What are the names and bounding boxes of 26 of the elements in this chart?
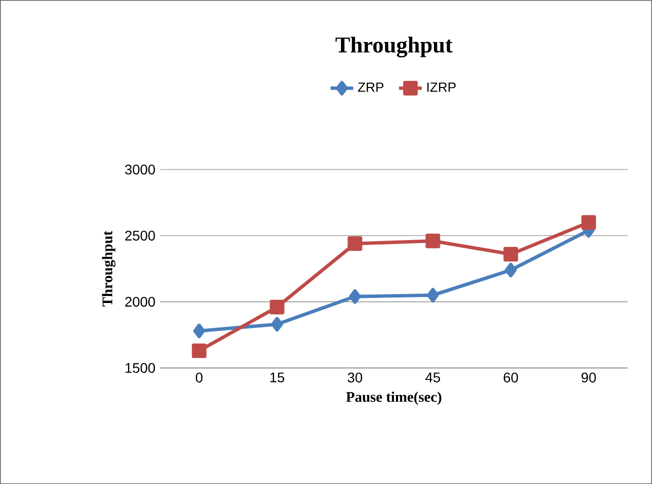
point xyxy=(426,288,439,302)
x-tick-label: 30 xyxy=(348,372,362,382)
y-tick-label: 3000 xyxy=(125,164,155,174)
point xyxy=(271,316,283,332)
y-tick-label: 2000 xyxy=(125,296,155,307)
legend-label: ZRP xyxy=(358,82,384,92)
point xyxy=(193,324,206,338)
x-tick-label: 60 xyxy=(504,372,518,382)
x-tick-label: 45 xyxy=(425,372,440,382)
x-tick-label: 15 xyxy=(270,372,284,382)
x-tick-label: 0 xyxy=(196,372,202,382)
point xyxy=(503,246,518,262)
point xyxy=(349,289,361,304)
legend-label: IZRP xyxy=(427,82,456,92)
y-tick-label: 2500 xyxy=(125,230,155,241)
y-axis-title: Throughput xyxy=(102,230,116,306)
point xyxy=(504,262,517,278)
x-tick-label: 90 xyxy=(582,372,596,382)
point xyxy=(348,236,362,251)
y-tick-label: 1500 xyxy=(126,362,155,373)
point xyxy=(270,300,284,314)
point xyxy=(426,234,440,248)
point xyxy=(192,343,206,358)
point xyxy=(581,215,596,230)
chart-title: Throughput xyxy=(336,36,453,58)
x-axis-title: Pause time(sec) xyxy=(346,392,442,405)
